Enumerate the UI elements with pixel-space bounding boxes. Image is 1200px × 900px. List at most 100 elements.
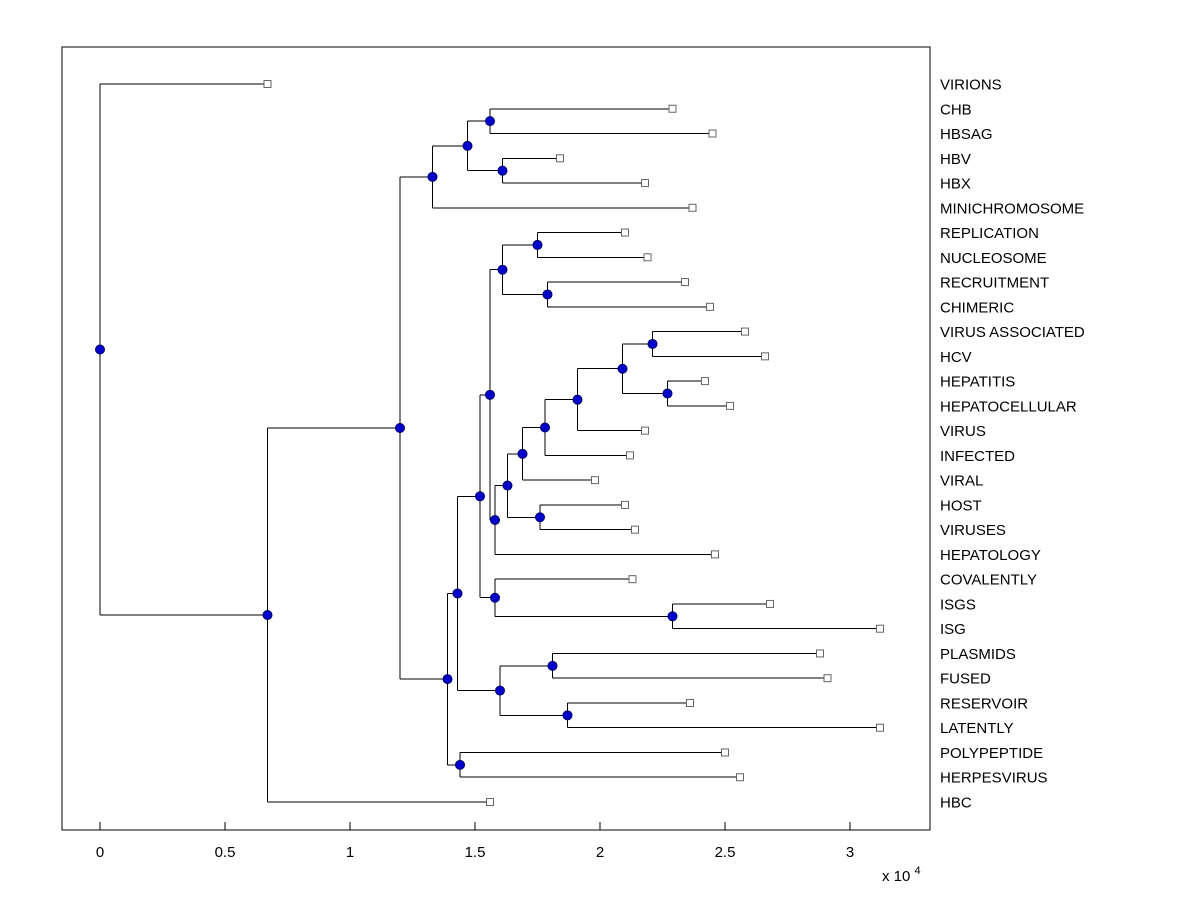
- leaf-node-marker[interactable]: [823, 674, 832, 683]
- leaf-node-marker[interactable]: [741, 327, 749, 336]
- leaf-node-marker[interactable]: [621, 500, 629, 509]
- internal-node-marker[interactable]: [497, 264, 508, 275]
- internal-node-marker[interactable]: [427, 171, 438, 182]
- leaf-label[interactable]: VIRAL: [940, 473, 983, 490]
- leaf-label[interactable]: HBSAG: [940, 126, 993, 143]
- leaf-label[interactable]: HOST: [940, 497, 982, 514]
- internal-node-marker[interactable]: [532, 239, 543, 250]
- leaf-label[interactable]: VIRUSES: [940, 522, 1006, 539]
- leaf-node-marker[interactable]: [726, 401, 734, 410]
- internal-node-marker[interactable]: [490, 592, 500, 603]
- x-axis-tick-label: 2.5: [715, 844, 736, 861]
- leaf-label[interactable]: ISGS: [940, 596, 976, 613]
- leaf-node-marker[interactable]: [736, 773, 744, 782]
- leaf-node-marker[interactable]: [816, 649, 824, 658]
- internal-node-marker[interactable]: [502, 480, 513, 491]
- leaf-label[interactable]: VIRUS ASSOCIATED: [940, 324, 1085, 341]
- leaf-label[interactable]: POLYPEPTIDE: [940, 745, 1043, 762]
- internal-node-marker[interactable]: [395, 422, 405, 433]
- internal-node-marker[interactable]: [662, 388, 673, 399]
- internal-node-marker[interactable]: [442, 674, 453, 685]
- leaf-node-marker[interactable]: [641, 426, 649, 435]
- leaf-label[interactable]: CHIMERIC: [940, 299, 1014, 316]
- leaf-label[interactable]: CHB: [940, 101, 972, 118]
- leaf-label[interactable]: HCV: [940, 349, 972, 366]
- x-axis-multiplier-label: x 10 4: [882, 865, 921, 885]
- leaf-label[interactable]: RECRUITMENT: [940, 275, 1049, 292]
- internal-node-marker[interactable]: [490, 514, 500, 525]
- leaf-label[interactable]: COVALENTLY: [940, 572, 1037, 589]
- internal-node-marker[interactable]: [262, 609, 273, 620]
- leaf-label[interactable]: HEPATOCELLULAR: [940, 398, 1077, 415]
- internal-node-marker[interactable]: [572, 394, 583, 405]
- leaf-label[interactable]: RESERVOIR: [940, 695, 1028, 712]
- internal-node-marker[interactable]: [497, 165, 508, 176]
- leaf-node-marker[interactable]: [876, 624, 884, 633]
- leaf-node-marker[interactable]: [706, 302, 714, 311]
- plot-box: [61, 46, 931, 831]
- leaf-label[interactable]: VIRUS: [940, 423, 986, 440]
- leaf-label[interactable]: HERPESVIRUS: [940, 770, 1048, 787]
- leaf-node-marker[interactable]: [641, 179, 649, 188]
- leaf-node-marker[interactable]: [761, 352, 769, 361]
- internal-node-marker[interactable]: [542, 289, 553, 300]
- leaf-node-marker[interactable]: [711, 550, 719, 559]
- leaf-node-marker[interactable]: [766, 599, 774, 608]
- leaf-node-marker[interactable]: [708, 129, 717, 138]
- leaf-node-marker[interactable]: [668, 104, 677, 113]
- leaf-label[interactable]: HEPATOLOGY: [940, 547, 1041, 564]
- x-axis-tick-label: 0.5: [215, 844, 236, 861]
- leaf-node-marker[interactable]: [876, 723, 884, 732]
- internal-node-marker[interactable]: [540, 422, 550, 433]
- internal-node-marker[interactable]: [617, 363, 628, 374]
- leaf-node-marker[interactable]: [681, 278, 689, 287]
- leaf-node-marker[interactable]: [686, 698, 694, 707]
- internal-node-marker[interactable]: [475, 491, 485, 502]
- internal-node-marker[interactable]: [495, 685, 505, 696]
- x-axis-tick-label: 1: [346, 844, 354, 861]
- leaf-node-marker[interactable]: [621, 228, 629, 237]
- internal-node-marker[interactable]: [647, 338, 658, 349]
- leaf-node-marker[interactable]: [631, 525, 639, 534]
- tree-branches: [99, 83, 880, 803]
- internal-node-marker[interactable]: [462, 140, 473, 151]
- leaf-label[interactable]: NUCLEOSOME: [940, 250, 1047, 267]
- internal-node-marker[interactable]: [517, 448, 528, 459]
- leaf-label[interactable]: INFECTED: [940, 448, 1015, 465]
- x-axis-tick-label: 0: [96, 844, 104, 861]
- leaf-node-marker[interactable]: [701, 377, 709, 386]
- x-axis-tick-label: 2: [596, 844, 604, 861]
- leaf-label[interactable]: ISG: [940, 621, 966, 638]
- leaf-label[interactable]: HBC: [940, 795, 972, 812]
- leaf-node-marker[interactable]: [626, 451, 634, 460]
- internal-node-marker[interactable]: [485, 389, 495, 400]
- leaf-label[interactable]: PLASMIDS: [940, 646, 1016, 663]
- leaf-node-marker[interactable]: [556, 154, 564, 163]
- leaf-node-marker[interactable]: [591, 476, 599, 485]
- leaf-node-marker[interactable]: [643, 253, 652, 262]
- leaf-label[interactable]: VIRIONS: [940, 77, 1002, 94]
- leaf-label[interactable]: FUSED: [940, 671, 991, 688]
- leaf-label[interactable]: REPLICATION: [940, 225, 1039, 242]
- leaf-label[interactable]: MINICHROMOSOME: [940, 200, 1084, 217]
- leaf-label[interactable]: LATENTLY: [940, 720, 1014, 737]
- leaf-label[interactable]: HBX: [940, 176, 971, 193]
- internal-node-marker[interactable]: [667, 611, 678, 622]
- leaf-node-marker[interactable]: [628, 575, 637, 584]
- internal-node-marker[interactable]: [535, 512, 545, 523]
- leaf-label[interactable]: HBV: [940, 151, 971, 168]
- internal-node-marker[interactable]: [562, 710, 573, 721]
- internal-node-marker[interactable]: [452, 588, 463, 599]
- x-axis-tick-label: 1.5: [465, 844, 486, 861]
- leaf-label[interactable]: HEPATITIS: [940, 374, 1015, 391]
- leaf-node-marker[interactable]: [263, 80, 272, 88]
- leaf-node-marker[interactable]: [721, 748, 729, 757]
- internal-node-marker[interactable]: [485, 116, 495, 127]
- internal-node-marker[interactable]: [455, 759, 465, 770]
- leaf-node-marker[interactable]: [486, 798, 494, 806]
- internal-node-marker[interactable]: [547, 660, 558, 671]
- internal-node-marker[interactable]: [95, 344, 105, 355]
- leaf-node-marker[interactable]: [688, 203, 697, 212]
